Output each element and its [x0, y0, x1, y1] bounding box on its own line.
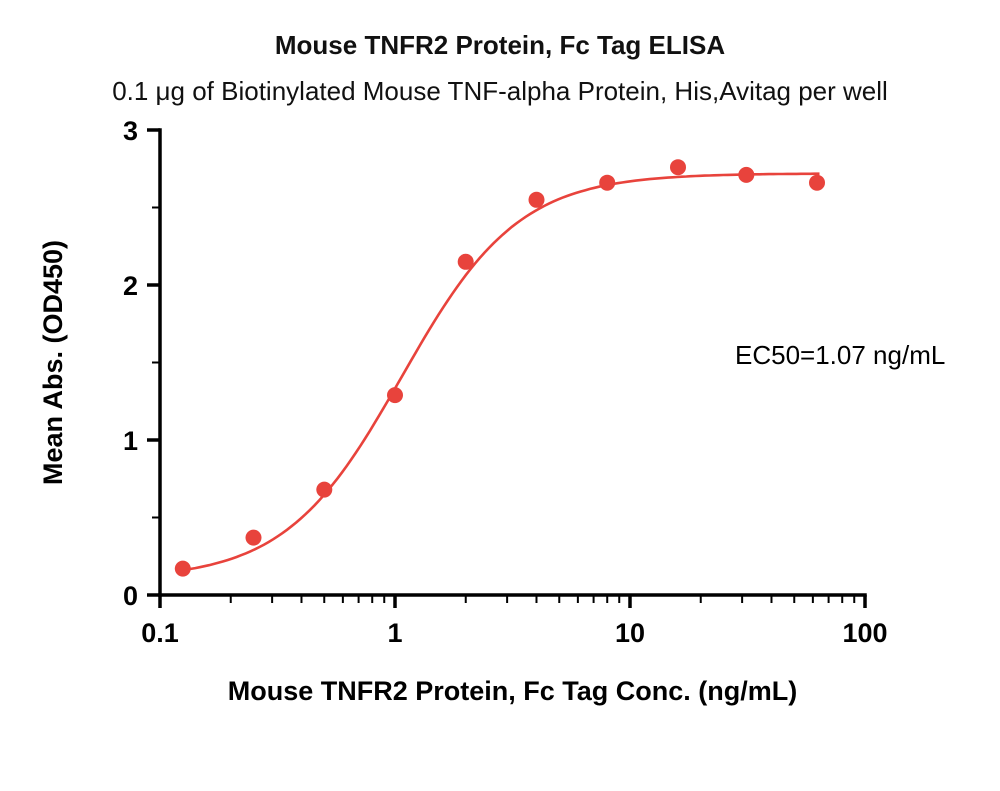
x-tick-label: 100 — [842, 618, 887, 648]
data-point — [809, 174, 825, 191]
y-tick-label: 3 — [123, 116, 138, 146]
data-point — [387, 387, 403, 404]
data-point — [738, 166, 755, 183]
data-point — [528, 191, 545, 208]
data-point — [599, 174, 616, 191]
x-tick-label: 0.1 — [141, 618, 179, 648]
chart-title: Mouse TNFR2 Protein, Fc Tag ELISA — [274, 30, 726, 60]
y-tick-label: 2 — [123, 271, 138, 301]
data-point — [245, 529, 262, 546]
data-point — [174, 560, 191, 577]
data-point — [670, 159, 686, 176]
y-axis-label: Mean Abs. (OD450) — [38, 240, 68, 485]
chart-subtitle: 0.1 μg of Biotinylated Mouse TNF-alpha P… — [112, 76, 888, 106]
x-tick-label: 10 — [615, 618, 645, 648]
x-tick-label: 1 — [387, 618, 402, 648]
data-point — [457, 253, 474, 270]
x-axis-label: Mouse TNFR2 Protein, Fc Tag Conc. (ng/mL… — [228, 676, 798, 706]
y-tick-label: 0 — [123, 581, 138, 611]
fit-curve — [176, 172, 820, 573]
y-tick-label: 1 — [123, 426, 138, 456]
ec50-annotation: EC50=1.07 ng/mL — [735, 340, 945, 370]
data-point — [316, 481, 333, 498]
